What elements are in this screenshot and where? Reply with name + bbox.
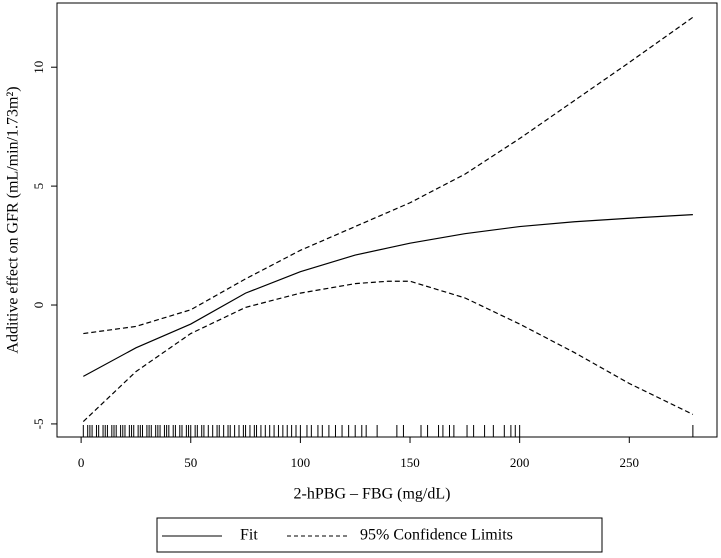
x-tick-label: 250: [620, 455, 640, 470]
x-tick-label: 200: [510, 455, 530, 470]
fit-line: [83, 214, 693, 377]
x-axis-label: 2-hPBG – FBG (mg/dL): [294, 486, 451, 503]
y-tick-label: 5: [31, 183, 46, 190]
lower-ci-line: [82, 280, 694, 422]
x-tick-label: 100: [291, 455, 311, 470]
y-tick-label: -5: [31, 418, 46, 429]
y-axis-label: Additive effect on GFR (mL/min/1.73m²): [5, 86, 22, 353]
upper-ci-line: [83, 16, 694, 335]
y-tick-label: 10: [31, 61, 46, 74]
legend-label: Fit: [240, 527, 258, 544]
x-tick-label: 50: [184, 455, 197, 470]
plot-frame: [56, 2, 718, 438]
y-tick-label: 0: [31, 302, 46, 309]
legend-box: [156, 517, 603, 553]
x-tick-label: 0: [78, 455, 85, 470]
legend-label: 95% Confidence Limits: [360, 527, 513, 544]
x-tick-label: 150: [400, 455, 420, 470]
